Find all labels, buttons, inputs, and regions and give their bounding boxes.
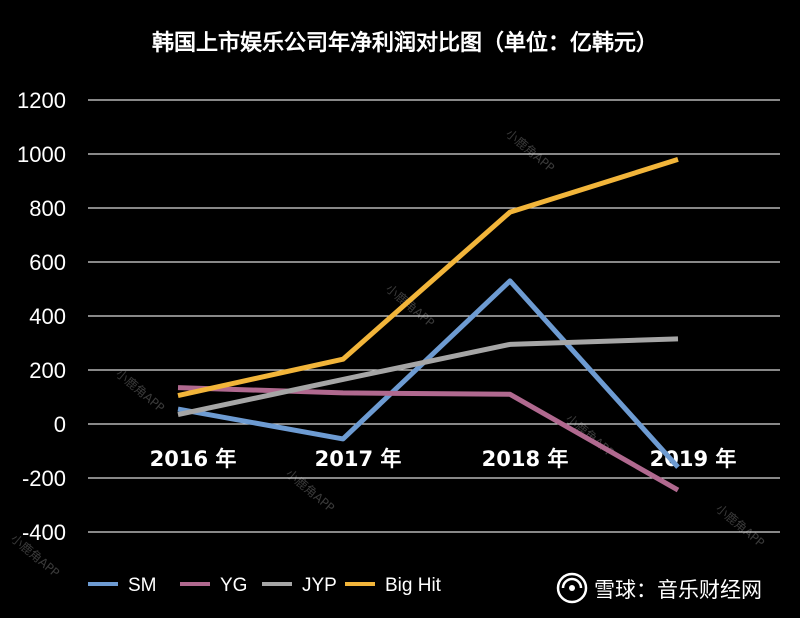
legend-label: Big Hit bbox=[385, 575, 442, 596]
y-tick-label: 800 bbox=[29, 196, 66, 221]
y-tick-label: 600 bbox=[29, 250, 66, 275]
watermark-text: 小鹿角APP bbox=[383, 281, 438, 330]
x-tick-label: 2017 年 bbox=[315, 447, 402, 471]
y-axis: -400 -200 0 200 400 600 800 1000 1200 bbox=[17, 88, 66, 545]
x-axis: 2016 年 2017 年 2018 年 2019 年 bbox=[150, 447, 737, 471]
series-layer bbox=[177, 157, 680, 493]
brand-text: 雪球：音乐财经网 bbox=[594, 578, 762, 602]
watermark-text: 小鹿角APP bbox=[503, 126, 558, 175]
y-tick-label: 200 bbox=[29, 358, 66, 383]
y-tick-label: -400 bbox=[22, 520, 66, 545]
x-tick-label: 2016 年 bbox=[150, 447, 237, 471]
watermark-text: 小鹿角APP bbox=[113, 366, 168, 415]
y-tick-label: 1000 bbox=[17, 142, 66, 167]
legend: SM YG JYP Big Hit bbox=[88, 575, 442, 596]
y-tick-label: 1200 bbox=[17, 88, 66, 113]
watermark-text: 小鹿角APP bbox=[713, 501, 768, 550]
series-line-jyp bbox=[177, 336, 679, 418]
legend-label: YG bbox=[220, 575, 247, 596]
watermark-layer: 小鹿角APP小鹿角APP小鹿角APP小鹿角APP小鹿角APP小鹿角APP小鹿角A… bbox=[8, 126, 768, 580]
legend-label: SM bbox=[128, 575, 157, 596]
snowball-logo-icon bbox=[556, 572, 588, 604]
grid bbox=[88, 99, 780, 533]
brand-mark: 雪球：音乐财经网 bbox=[556, 572, 762, 604]
y-tick-label: 400 bbox=[29, 304, 66, 329]
legend-label: JYP bbox=[302, 575, 337, 596]
series-line-yg bbox=[177, 385, 680, 493]
watermark-text: 小鹿角APP bbox=[283, 466, 338, 515]
y-tick-label: -200 bbox=[22, 466, 66, 491]
x-tick-label: 2018 年 bbox=[482, 447, 569, 471]
series-line-big-hit bbox=[177, 157, 679, 399]
y-tick-label: 0 bbox=[54, 412, 66, 437]
chart-title: 韩国上市娱乐公司年净利润对比图（单位：亿韩元） bbox=[152, 30, 658, 56]
